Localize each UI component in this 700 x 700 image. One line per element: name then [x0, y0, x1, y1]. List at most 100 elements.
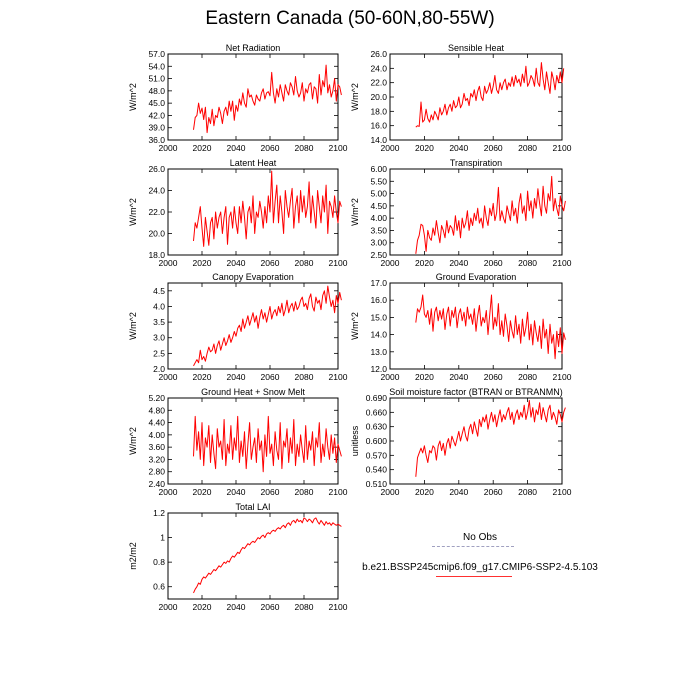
y-tick-label: 22.0: [370, 78, 387, 88]
y-tick-label: 4.00: [148, 430, 165, 440]
y-axis-label: W/m^2: [350, 83, 360, 111]
legend-model-swatch: [436, 576, 512, 577]
y-axis-label: W/m^2: [350, 198, 360, 226]
y-tick-label: 3.0: [153, 333, 165, 343]
y-tick-label: 0.690: [366, 393, 388, 403]
y-axis-label: W/m^2: [128, 427, 138, 455]
chart-panel-2: Sensible Heat 14.0 16.0 18.0 20.0 22.0 24.0 26.…: [350, 43, 572, 153]
series-line: [415, 175, 566, 254]
y-tick-label: 6.00: [370, 164, 387, 174]
y-axis-label: W/m^2: [128, 83, 138, 111]
x-tick-label: 2080: [295, 372, 314, 382]
y-tick-label: 0.6: [153, 582, 165, 592]
y-tick-label: 20.0: [148, 229, 165, 239]
chart-panel-5: Canopy Evaporation 2.0 2.5 3.0 3.5 4.0 4.5 2000…: [128, 272, 348, 382]
x-tick-label: 2020: [193, 143, 212, 153]
x-tick-label: 2000: [381, 258, 400, 268]
plot-frame: [167, 168, 339, 256]
series-line: [193, 415, 342, 473]
y-tick-label: 0.660: [366, 407, 388, 417]
x-tick-label: 2000: [159, 487, 178, 497]
x-tick-label: 2040: [449, 372, 468, 382]
x-tick-label: 2080: [295, 143, 314, 153]
x-tick-label: 2020: [415, 372, 434, 382]
x-tick-label: 2060: [261, 372, 280, 382]
y-axis-label: W/m^2: [350, 312, 360, 340]
x-tick-label: 2040: [227, 258, 246, 268]
x-tick-label: 2080: [518, 487, 537, 497]
x-tick-label: 2020: [193, 372, 212, 382]
legend-obs-entry: No Obs: [360, 532, 600, 562]
main-title: Eastern Canada (50-60N,80-55W): [205, 8, 495, 29]
panel-title: Ground Heat + Snow Melt: [201, 387, 305, 397]
x-tick-label: 2060: [261, 143, 280, 153]
series-line: [193, 64, 342, 134]
panel-title: Sensible Heat: [448, 43, 505, 53]
y-tick-label: 57.0: [148, 49, 165, 59]
x-tick-label: 2040: [227, 602, 246, 612]
x-tick-label: 2040: [227, 372, 246, 382]
x-tick-label: 2000: [159, 372, 178, 382]
y-tick-label: 48.0: [148, 86, 165, 96]
x-tick-label: 2020: [193, 258, 212, 268]
panel-title: Canopy Evaporation: [212, 272, 294, 282]
chart-panel-9: Total LAI 0.6 0.8 1 1.2 2000 2020 2040 2060 2080 2…: [128, 502, 348, 612]
y-tick-label: 0.510: [366, 479, 388, 489]
x-tick-label: 2000: [159, 143, 178, 153]
y-tick-label: 20.0: [370, 92, 387, 102]
y-tick-label: 4.50: [370, 201, 387, 211]
y-tick-label: 42.0: [148, 110, 165, 120]
y-tick-label: 22.0: [148, 207, 165, 217]
y-tick-label: 5.00: [370, 189, 387, 199]
x-tick-label: 2080: [295, 487, 314, 497]
series-line: [193, 170, 342, 247]
y-tick-label: 17.0: [370, 278, 387, 288]
y-tick-label: 3.00: [370, 238, 387, 248]
x-tick-label: 2060: [484, 487, 503, 497]
y-tick-label: 3.50: [370, 225, 387, 235]
x-tick-label: 2080: [518, 143, 537, 153]
x-tick-label: 2100: [329, 258, 348, 268]
panel-title: Ground Evaporation: [436, 272, 517, 282]
plot-frame: [167, 53, 339, 141]
plot-frame: [167, 512, 339, 600]
y-tick-label: 4.80: [148, 405, 165, 415]
y-tick-label: 4.40: [148, 418, 165, 428]
y-tick-label: 3.20: [148, 454, 165, 464]
y-axis-label: unitless: [350, 425, 360, 456]
y-tick-label: 1.2: [153, 508, 165, 518]
y-tick-label: 2.50: [370, 250, 387, 260]
y-tick-label: 45.0: [148, 98, 165, 108]
panel-title: Net Radiation: [226, 43, 281, 53]
legend-model-label: b.e21.BSSP245cmip6.f09_g17.CMIP6-SSP2-4.…: [362, 562, 598, 573]
x-tick-label: 2100: [553, 258, 572, 268]
y-tick-label: 1: [160, 533, 165, 543]
y-tick-label: 24.0: [370, 63, 387, 73]
chart-panel-7: Ground Heat + Snow Melt 2.40 2.80 3.20 3.60 4…: [128, 387, 348, 497]
x-tick-label: 2100: [329, 143, 348, 153]
y-tick-label: 15.0: [370, 312, 387, 322]
y-tick-label: 14.0: [370, 135, 387, 145]
y-tick-label: 16.0: [370, 121, 387, 131]
x-tick-label: 2040: [227, 143, 246, 153]
legend-obs-swatch: [432, 546, 514, 547]
legend: No Obs b.e21.BSSP245cmip6.f09_g17.CMIP6-…: [360, 532, 600, 592]
x-tick-label: 2060: [484, 372, 503, 382]
x-tick-label: 2040: [449, 258, 468, 268]
x-tick-label: 2020: [415, 143, 434, 153]
x-tick-label: 2040: [449, 143, 468, 153]
x-tick-label: 2100: [553, 143, 572, 153]
x-tick-label: 2100: [329, 372, 348, 382]
x-tick-label: 2000: [381, 487, 400, 497]
plot-frame: [167, 282, 339, 370]
y-tick-label: 0.600: [366, 436, 388, 446]
x-tick-label: 2060: [261, 487, 280, 497]
chart-panel-8: Soil moisture factor (BTRAN or BTRANMN)0…: [350, 387, 572, 497]
x-tick-label: 2000: [381, 143, 400, 153]
panel-title: Transpiration: [450, 158, 502, 168]
x-tick-label: 2080: [295, 602, 314, 612]
x-tick-label: 2060: [261, 602, 280, 612]
y-tick-label: 14.0: [370, 330, 387, 340]
chart-panel-3: Latent Heat 18.0 20.0 22.0 24.0 26.0 2000 2020 2…: [128, 158, 348, 268]
x-tick-label: 2000: [381, 372, 400, 382]
